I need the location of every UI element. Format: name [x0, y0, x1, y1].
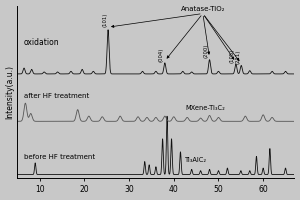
Text: (101): (101): [102, 13, 107, 27]
Y-axis label: Intensity(a.u.): Intensity(a.u.): [6, 65, 15, 119]
Text: MXene-Ti₃C₂: MXene-Ti₃C₂: [185, 105, 225, 111]
Text: after HF treatment: after HF treatment: [24, 93, 89, 99]
Text: Ti₃AlC₂: Ti₃AlC₂: [185, 157, 207, 163]
Text: oxidation: oxidation: [24, 38, 60, 47]
Text: (211): (211): [236, 50, 241, 64]
Text: (105): (105): [230, 49, 235, 63]
Text: before HF treatment: before HF treatment: [24, 154, 95, 160]
Text: Anatase-TiO₂: Anatase-TiO₂: [181, 6, 225, 12]
Text: (004): (004): [159, 47, 164, 62]
Text: (200): (200): [204, 44, 208, 58]
